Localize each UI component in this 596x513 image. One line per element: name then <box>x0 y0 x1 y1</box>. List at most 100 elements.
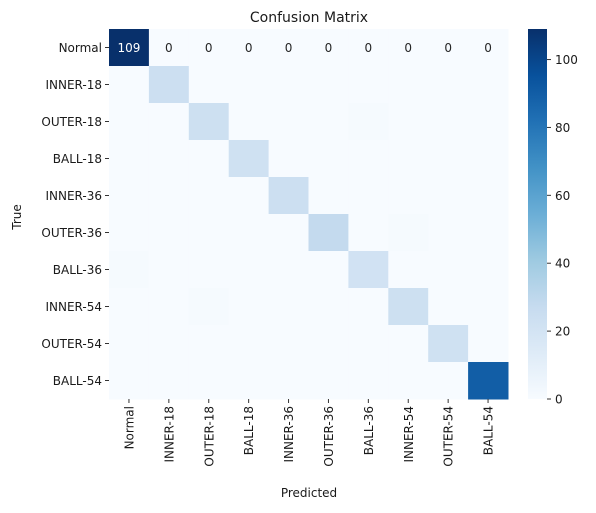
heatmap-cell <box>188 362 230 400</box>
heatmap-cell <box>388 214 429 252</box>
heatmap-cell <box>148 66 190 104</box>
heatmap-cell <box>348 214 389 252</box>
cell-value-label: 0 <box>484 41 492 55</box>
y-tick-label: Normal <box>59 41 102 55</box>
heatmap-cell <box>188 66 230 104</box>
heatmap-cell <box>109 288 150 326</box>
heatmap-cell <box>348 103 389 141</box>
heatmap-cell <box>109 177 150 215</box>
colorbar-tick-label: 80 <box>555 121 570 135</box>
heatmap-cell <box>308 214 349 252</box>
heatmap-cell <box>388 362 429 400</box>
heatmap-cell <box>109 214 150 252</box>
heatmap-cell <box>109 325 150 363</box>
heatmap-cell <box>268 325 309 363</box>
cell-value-label: 0 <box>444 41 452 55</box>
cell-value-label: 0 <box>325 41 333 55</box>
cell-value-label: 0 <box>404 41 412 55</box>
heatmap-cell <box>109 251 150 289</box>
heatmap-cell <box>268 362 309 400</box>
y-axis-ticks: Normal INNER-18 OUTER-18 BALL-18 INNER-36 OUT… <box>41 41 109 388</box>
heatmap-cell <box>228 66 270 104</box>
heatmap-cells <box>109 29 509 400</box>
x-tick-label: OUTER-36 <box>322 406 336 467</box>
heatmap-cell <box>148 103 190 141</box>
heatmap-cell <box>188 140 230 178</box>
heatmap-cell <box>188 214 230 252</box>
heatmap-cell <box>109 66 150 104</box>
heatmap-cell <box>148 362 190 400</box>
heatmap-cell <box>228 288 270 326</box>
cell-value-label: 0 <box>205 41 213 55</box>
heatmap-cell <box>268 66 309 104</box>
heatmap-cell <box>468 103 509 141</box>
heatmap-cell <box>148 140 190 178</box>
cell-annotations: 109 0 0 0 0 0 0 0 0 0 <box>117 41 491 55</box>
cell-value-label: 0 <box>165 41 173 55</box>
heatmap-cell <box>228 140 270 178</box>
heatmap-cell <box>148 177 190 215</box>
colorbar-ticks: 0 20 40 60 80 100 <box>547 53 578 407</box>
x-axis-ticks: Normal INNER-18 OUTER-18 BALL-18 INNER-36 OUT… <box>122 399 496 467</box>
heatmap-cell <box>148 29 190 67</box>
heatmap-cell <box>428 214 469 252</box>
heatmap-cell <box>468 288 509 326</box>
heatmap-cell <box>348 362 389 400</box>
heatmap-cell <box>428 177 469 215</box>
heatmap-cell <box>308 288 349 326</box>
heatmap-cell <box>308 362 349 400</box>
y-tick-label: BALL-18 <box>53 152 102 166</box>
heatmap-cell <box>388 103 429 141</box>
heatmap-cell <box>228 103 270 141</box>
y-tick-label: INNER-18 <box>45 78 102 92</box>
x-tick-label: Normal <box>122 406 136 449</box>
heatmap-cell <box>268 214 309 252</box>
x-axis-label: Predicted <box>281 486 337 500</box>
heatmap-cell <box>188 288 230 326</box>
colorbar <box>528 29 547 399</box>
heatmap-cell <box>308 103 349 141</box>
heatmap-cell <box>188 177 230 215</box>
heatmap-cell <box>308 66 349 104</box>
x-tick-label: BALL-54 <box>482 406 496 455</box>
heatmap-cell <box>388 66 429 104</box>
x-tick-label: OUTER-54 <box>442 406 456 467</box>
heatmap-cell <box>428 29 469 67</box>
heatmap-cell <box>109 140 150 178</box>
heatmap-cell <box>468 140 509 178</box>
y-tick-label: INNER-54 <box>45 300 102 314</box>
heatmap-cell <box>228 29 270 67</box>
heatmap-cell <box>388 29 429 67</box>
colorbar-tick-label: 0 <box>555 393 563 407</box>
heatmap-cell <box>268 177 309 215</box>
y-tick-label: OUTER-18 <box>41 115 102 129</box>
heatmap-cell <box>348 29 389 67</box>
colorbar-tick-label: 20 <box>555 325 570 339</box>
heatmap-cell <box>228 177 270 215</box>
heatmap-cell <box>268 251 309 289</box>
x-tick-label: INNER-18 <box>162 406 176 463</box>
colorbar-tick-label: 60 <box>555 189 570 203</box>
heatmap-cell <box>228 362 270 400</box>
x-tick-label: BALL-36 <box>362 406 376 455</box>
cell-value-label: 109 <box>117 41 140 55</box>
chart-title: Confusion Matrix <box>250 10 368 26</box>
x-tick-label: OUTER-18 <box>202 406 216 467</box>
heatmap-cell <box>348 177 389 215</box>
heatmap-cell <box>388 325 429 363</box>
heatmap-cell <box>428 251 469 289</box>
heatmap-cell <box>188 29 230 67</box>
heatmap-cell <box>468 251 509 289</box>
cell-value-label: 0 <box>245 41 253 55</box>
heatmap-cell <box>308 325 349 363</box>
x-tick-label: INNER-36 <box>282 406 296 463</box>
heatmap-cell <box>268 288 309 326</box>
heatmap-cell <box>428 140 469 178</box>
heatmap-cell <box>148 325 190 363</box>
heatmap-cell <box>388 140 429 178</box>
heatmap-cell <box>188 103 230 141</box>
heatmap-cell <box>109 29 150 67</box>
heatmap-cell <box>308 140 349 178</box>
heatmap-cell <box>428 66 469 104</box>
cell-value-label: 0 <box>365 41 373 55</box>
